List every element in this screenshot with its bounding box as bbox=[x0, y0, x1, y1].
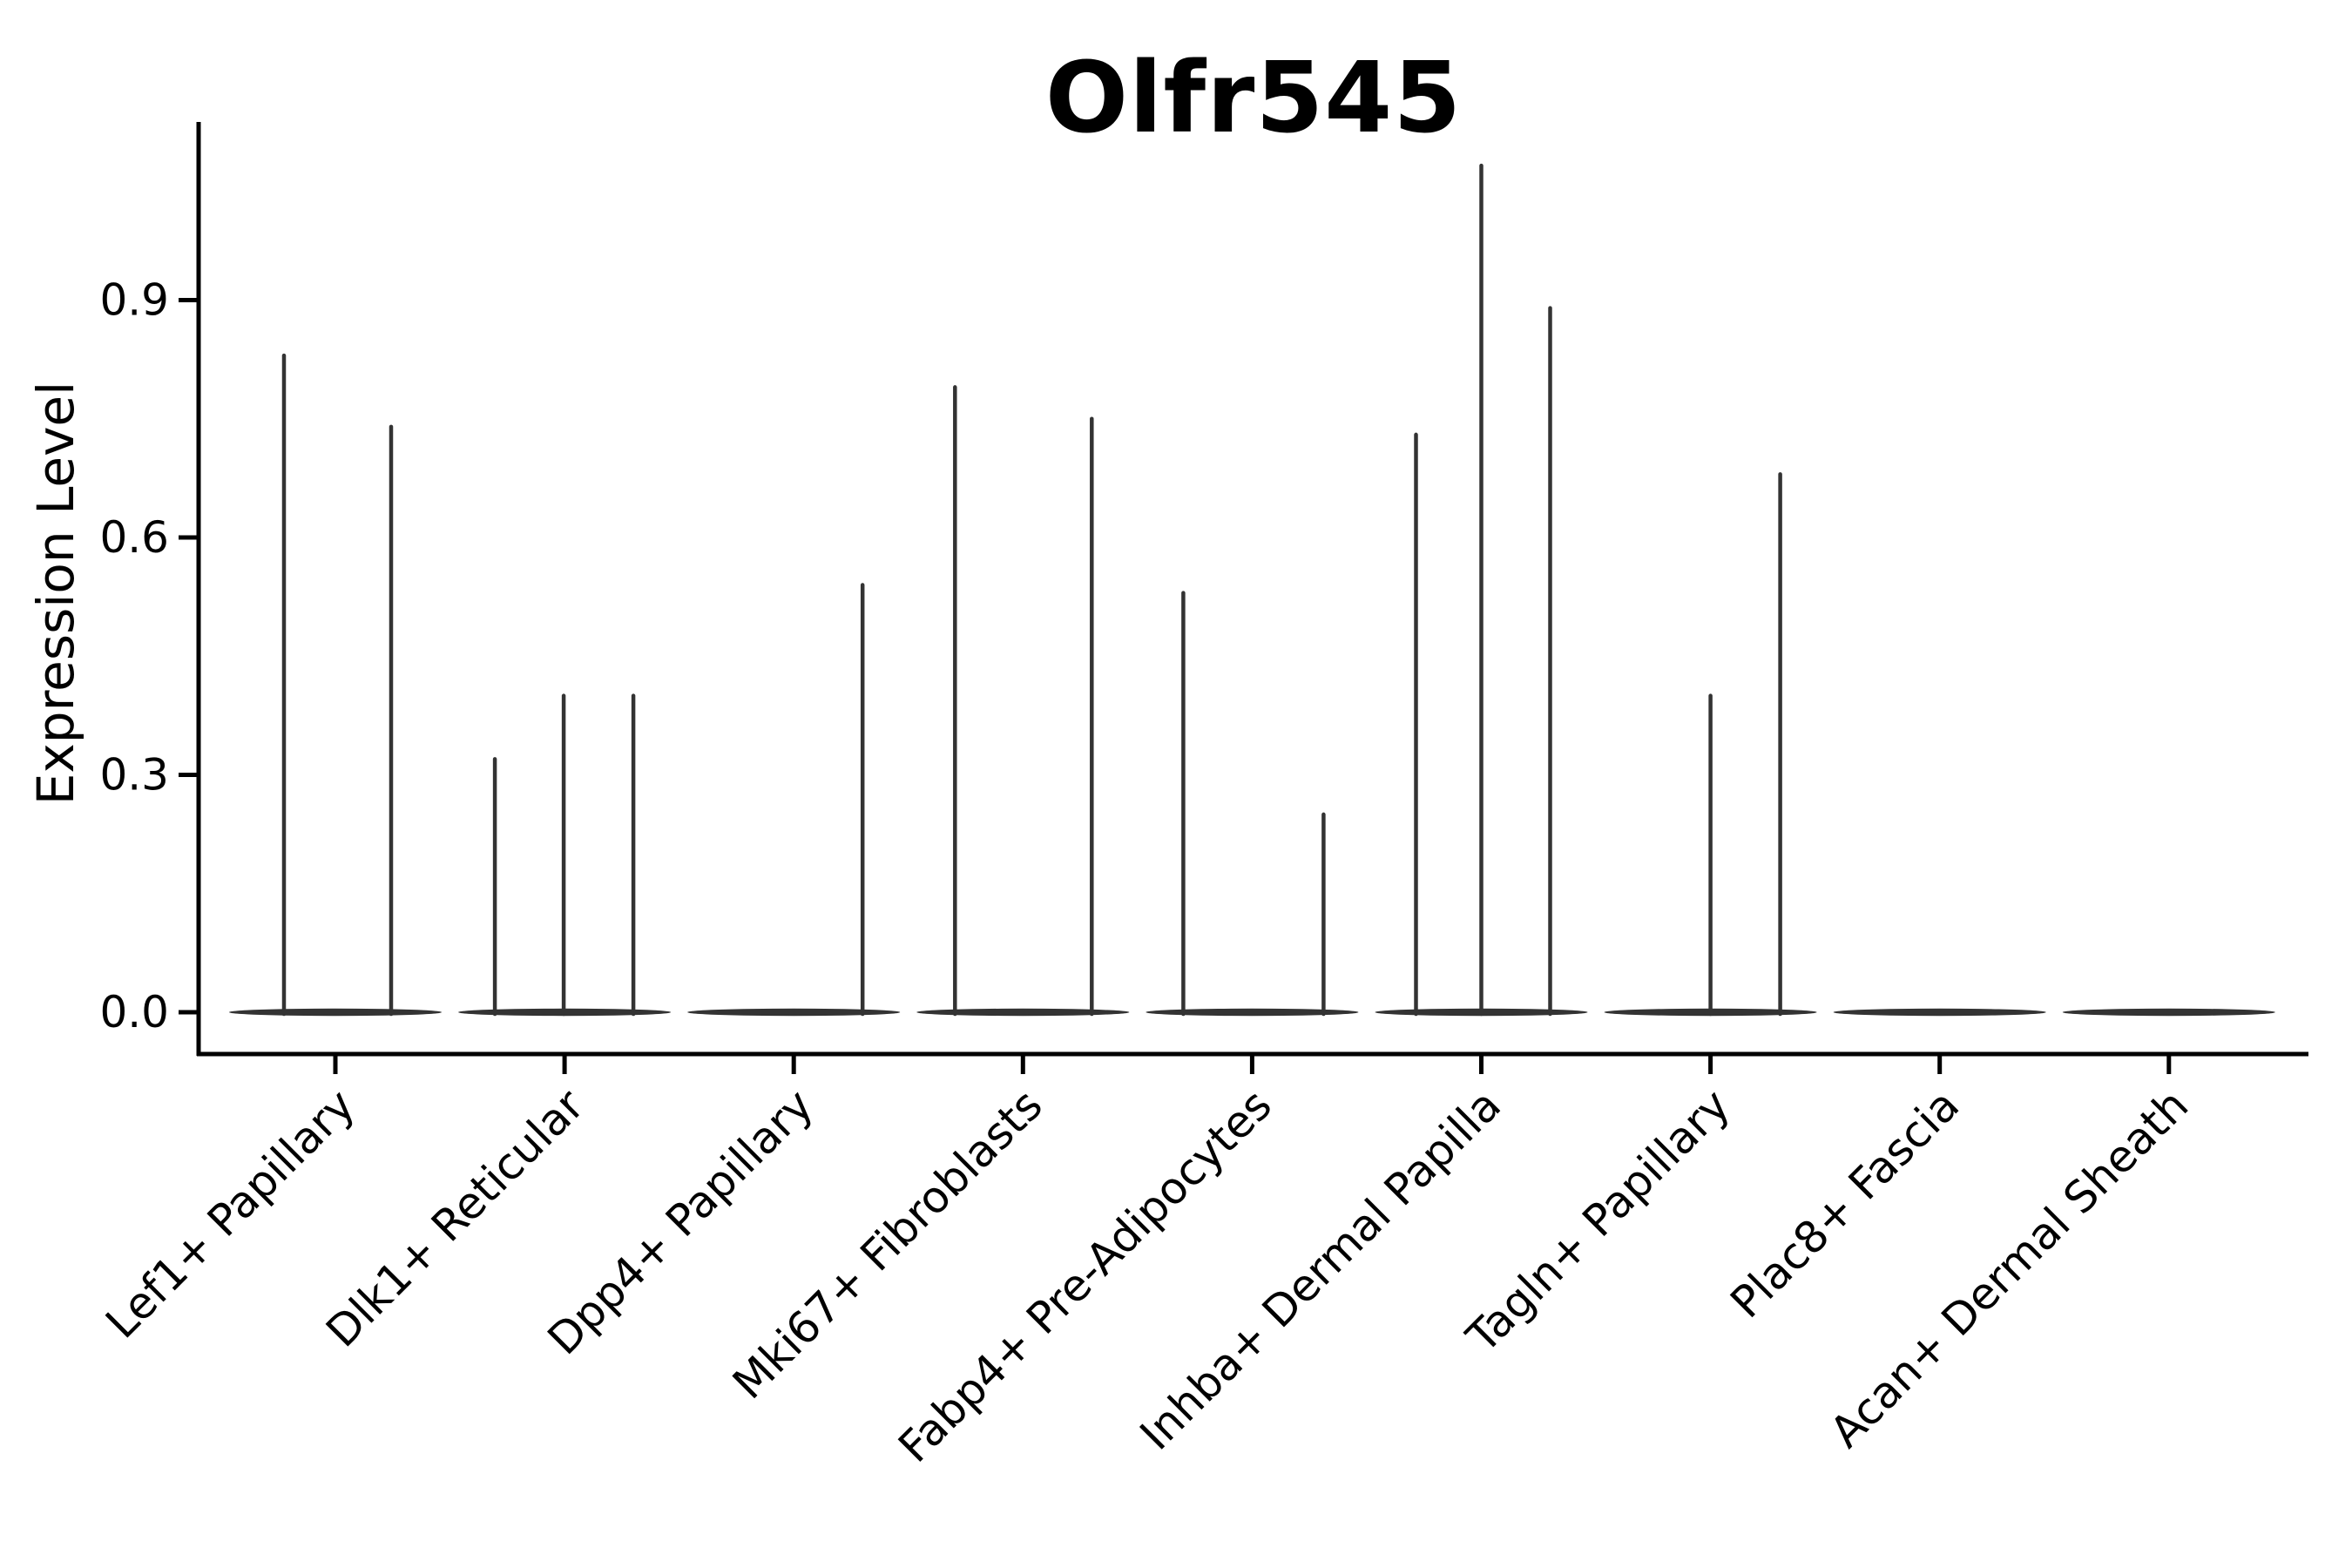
y-axis-title: Expression Level bbox=[26, 381, 85, 806]
y-tick-label: 0.3 bbox=[99, 750, 169, 801]
x-tick-label: Plac8+ Fascia bbox=[1720, 1079, 1969, 1328]
y-tick-label: 0.9 bbox=[99, 275, 169, 326]
violin-zero-baseline bbox=[1375, 1008, 1588, 1017]
violin-zero-baseline bbox=[1833, 1008, 2046, 1017]
y-tick-label: 0.0 bbox=[99, 987, 169, 1037]
chart-title: Olfr545 bbox=[1044, 42, 1463, 155]
violin-zero-baseline bbox=[2062, 1008, 2275, 1017]
violin-zero-baseline bbox=[229, 1008, 442, 1017]
x-tick-label: Lef1+ Papillary bbox=[96, 1079, 364, 1348]
y-tick-label: 0.6 bbox=[99, 512, 169, 563]
violin-zero-baseline bbox=[1604, 1008, 1817, 1017]
violin-zero-baseline bbox=[687, 1008, 901, 1017]
x-tick-label: Fabp4+ Pre-Adipocytes bbox=[889, 1079, 1281, 1472]
violin-zero-baseline bbox=[1146, 1008, 1359, 1017]
violin-zero-baseline bbox=[458, 1008, 672, 1017]
violin-zero-baseline bbox=[916, 1008, 1130, 1017]
